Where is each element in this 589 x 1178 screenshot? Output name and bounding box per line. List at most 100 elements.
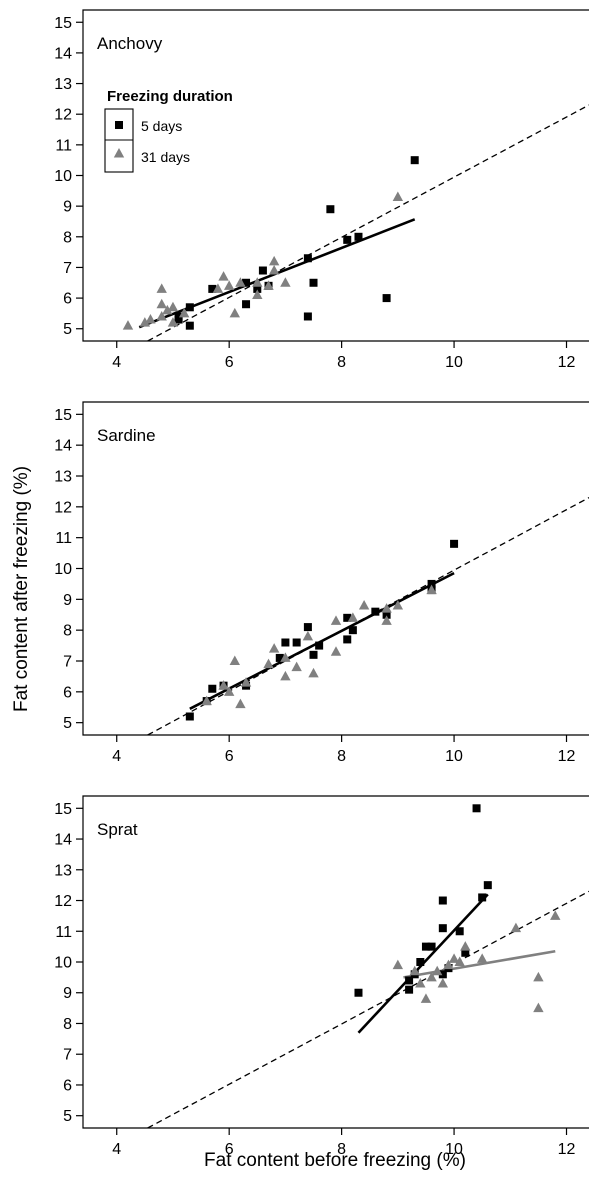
data-point-31-days [179,307,190,318]
y-tick-label: 9 [63,199,72,216]
data-point-5-days [253,284,262,293]
data-point-31-days [291,661,302,672]
data-point-31-days [409,965,420,976]
plot-area [122,104,589,341]
data-point-31-days [381,603,392,613]
data-point-31-days [448,953,460,963]
y-tick-label: 10 [54,168,72,185]
data-point-31-days [156,310,167,321]
data-point-5-days [208,684,217,693]
data-point-31-days [229,655,240,665]
data-point-31-days [420,993,432,1003]
panel-title: Anchovy [97,34,163,53]
data-point-31-days [330,615,342,625]
data-point-31-days [218,680,229,690]
y-tick-label: 13 [54,469,72,486]
data-point-31-days [252,289,263,300]
data-point-5-days [343,235,352,244]
data-point-5-days [348,626,357,635]
data-point-5-days [461,948,470,957]
y-tick-label: 7 [63,1047,72,1064]
data-point-31-days [167,317,179,327]
data-point-31-days [223,686,235,696]
data-point-31-days [443,959,454,970]
data-point-31-days [167,301,179,312]
data-point-5-days [483,881,492,890]
y-tick-label: 14 [54,438,72,455]
data-point-31-days [240,677,252,687]
panel-title: Sprat [97,820,138,839]
data-point-5-days [472,804,481,813]
x-tick-label: 8 [337,354,346,371]
data-point-31-days [162,304,173,315]
data-point-5-days [382,610,391,619]
data-point-5-days [242,300,251,309]
y-tick-label: 11 [55,924,72,941]
x-tick-label: 10 [445,1141,463,1158]
y-tick-label: 5 [63,321,72,338]
y-tick-label: 12 [54,499,72,516]
data-point-31-days [415,978,426,988]
data-point-31-days [229,307,240,318]
x-tick-label: 8 [337,1141,346,1158]
data-point-31-days [268,255,280,266]
legend-label-31-days: 31 days [141,149,190,165]
data-point-5-days [354,232,363,241]
y-tick-label: 8 [63,623,72,640]
y-tick-label: 15 [54,407,72,424]
legend-marker-31-days [113,148,125,158]
y-tick-label: 7 [63,654,72,671]
data-point-31-days [533,971,544,982]
data-point-31-days [156,298,167,309]
data-point-5-days [185,303,194,312]
x-tick-label: 4 [112,1141,121,1158]
data-point-5-days [343,613,352,622]
panel-frame [82,401,589,736]
data-point-5-days [354,988,363,997]
panel-title: Sardine [97,426,156,445]
data-point-31-days [268,265,280,275]
panel-frame [82,795,589,1129]
data-point-5-days [315,641,324,650]
x-tick-label: 6 [225,354,234,371]
data-point-31-days [280,652,291,662]
data-point-31-days [223,280,235,290]
y-tick-label: 15 [54,801,72,818]
y-tick-label: 14 [54,45,72,62]
y-tick-label: 7 [63,260,72,277]
data-point-31-days [218,271,229,281]
y-tick-label: 5 [63,1108,72,1125]
data-point-5-days [438,896,447,905]
data-point-31-days [280,277,291,287]
data-point-31-days [156,283,167,293]
data-point-31-days [201,695,212,706]
data-point-5-days [382,294,391,303]
data-point-5-days [303,254,312,263]
data-point-5-days [326,205,335,214]
data-point-5-days [292,638,301,647]
y-tick-label: 6 [63,684,72,701]
y-tick-label: 6 [63,1077,72,1094]
data-point-5-days [275,653,284,662]
data-point-31-days [392,191,404,201]
data-point-31-days [263,280,274,290]
data-point-5-days [281,638,290,647]
data-point-5-days [242,278,251,287]
reference-line [147,104,589,341]
data-point-31-days [280,670,291,681]
data-point-5-days [208,284,217,293]
x-tick-label: 10 [445,748,463,765]
data-point-5-days [416,958,425,966]
data-point-31-days [510,922,522,933]
fit-line-31-days [403,949,556,979]
y-tick-label: 15 [54,15,72,32]
x-tick-label: 4 [112,748,121,765]
data-point-31-days [139,317,151,327]
data-point-5-days [405,976,414,985]
plot-area [147,804,589,1128]
y-axis-title: Fat content after freezing (%) [11,466,32,712]
x-tick-label: 12 [558,354,576,371]
data-point-5-days [405,985,414,994]
data-point-5-days [371,607,380,616]
data-point-31-days [392,959,404,970]
